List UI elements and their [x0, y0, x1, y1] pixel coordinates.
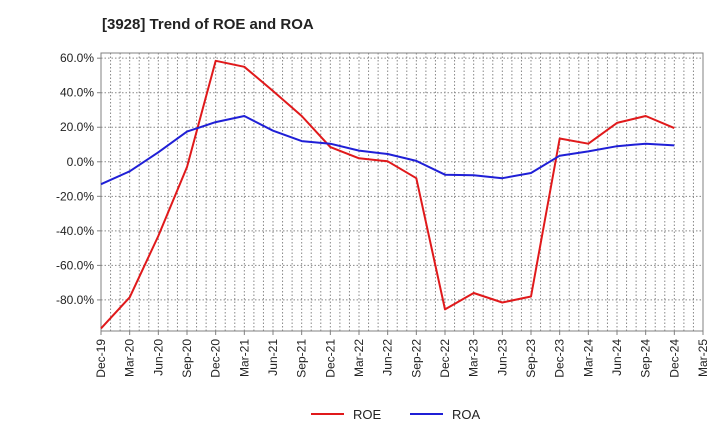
- y-tick-label: 40.0%: [60, 86, 94, 100]
- x-axis-ticks: Dec-19 Mar-20 Jun-20 Sep-20 Dec-20 Mar-21 Jun-…: [94, 331, 710, 378]
- y-axis-ticks: 60.0% 40.0% 20.0% 0.0% -20.0% -40.0% -60.0% -80…: [56, 51, 101, 307]
- x-tick-label: Mar-23: [467, 339, 481, 377]
- series-line-roe: [100, 59, 675, 330]
- y-tick-label: -80.0%: [56, 293, 94, 307]
- x-tick-label: Jun-21: [266, 339, 280, 376]
- x-tick-label: Jun-23: [495, 339, 509, 376]
- x-tick-label: Dec-20: [209, 339, 223, 378]
- x-tick-label: Mar-25: [696, 339, 710, 377]
- plot-area-frame: [100, 52, 704, 332]
- grid-lines: [101, 53, 703, 331]
- y-tick-label: -60.0%: [56, 258, 94, 272]
- y-tick-label: -20.0%: [56, 189, 94, 203]
- x-tick-label: Sep-20: [180, 339, 194, 378]
- x-tick-label: Jun-20: [151, 339, 165, 376]
- x-tick-label: Mar-21: [237, 339, 251, 377]
- series-line-roa: [100, 115, 675, 186]
- series-lines: [100, 59, 675, 330]
- legend: ROE ROA: [311, 407, 481, 422]
- x-tick-label: Jun-24: [610, 339, 624, 376]
- x-tick-label: Jun-22: [381, 339, 395, 376]
- chart-title: [3928] Trend of ROE and ROA: [102, 16, 314, 33]
- x-tick-label: Dec-24: [667, 339, 681, 378]
- x-tick-label: Dec-22: [438, 339, 452, 378]
- x-tick-label: Mar-22: [352, 339, 366, 377]
- y-tick-label: 0.0%: [67, 155, 95, 169]
- x-tick-label: Mar-24: [581, 339, 595, 377]
- x-tick-label: Mar-20: [123, 339, 137, 377]
- x-tick-label: Sep-21: [295, 339, 309, 378]
- legend-label-roa: ROA: [452, 407, 481, 422]
- y-tick-label: -40.0%: [56, 224, 94, 238]
- x-tick-label: Dec-23: [553, 339, 567, 378]
- x-tick-label: Sep-23: [524, 339, 538, 378]
- legend-label-roe: ROE: [353, 407, 382, 422]
- x-tick-label: Sep-22: [409, 339, 423, 378]
- y-tick-label: 20.0%: [60, 120, 94, 134]
- x-tick-label: Dec-19: [94, 339, 108, 378]
- y-tick-label: 60.0%: [60, 51, 94, 65]
- x-tick-label: Sep-24: [639, 339, 653, 378]
- x-tick-label: Dec-21: [323, 339, 337, 378]
